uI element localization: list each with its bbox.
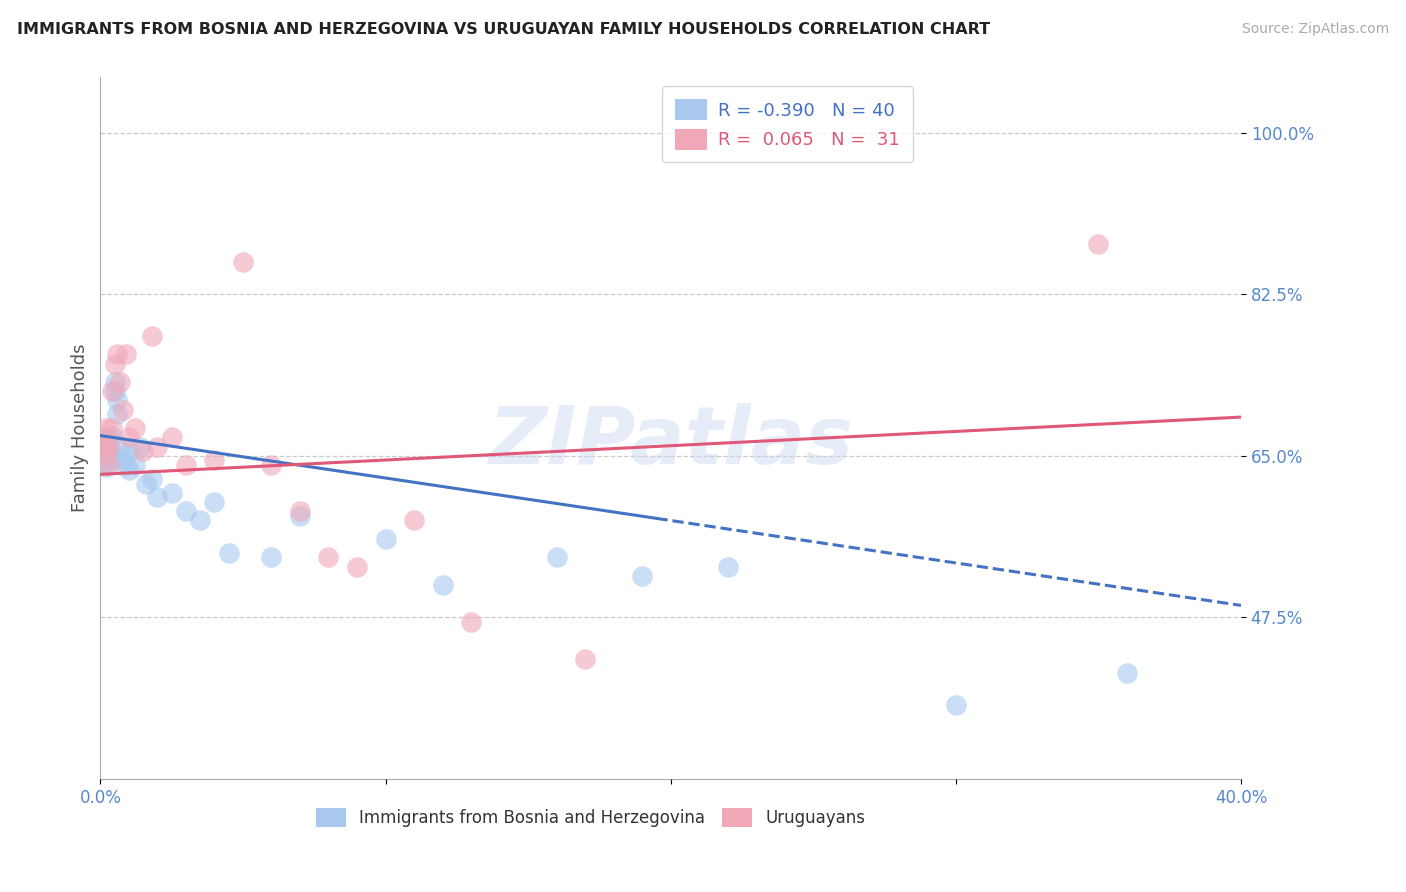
- Point: [146, 440, 169, 454]
- Point: [115, 347, 138, 361]
- Point: [91, 430, 114, 444]
- Point: [174, 458, 197, 472]
- Point: [129, 440, 152, 454]
- Point: [202, 495, 225, 509]
- Point: [94, 449, 117, 463]
- Point: [97, 432, 120, 446]
- Point: [402, 513, 425, 527]
- Point: [94, 459, 117, 474]
- Point: [104, 375, 127, 389]
- Point: [94, 440, 117, 454]
- Point: [160, 430, 183, 444]
- Point: [112, 450, 135, 465]
- Point: [202, 453, 225, 467]
- Y-axis label: Family Households: Family Households: [72, 344, 89, 512]
- Point: [288, 508, 311, 523]
- Point: [432, 578, 454, 592]
- Point: [100, 384, 122, 399]
- Point: [124, 458, 146, 472]
- Point: [91, 444, 114, 458]
- Point: [104, 357, 127, 371]
- Point: [118, 430, 141, 444]
- Point: [1115, 665, 1137, 680]
- Point: [94, 440, 117, 454]
- Point: [346, 559, 368, 574]
- Point: [115, 458, 138, 472]
- Point: [100, 421, 122, 435]
- Point: [218, 546, 240, 560]
- Point: [97, 449, 120, 463]
- Point: [124, 421, 146, 435]
- Point: [260, 458, 283, 472]
- Text: IMMIGRANTS FROM BOSNIA AND HERZEGOVINA VS URUGUAYAN FAMILY HOUSEHOLDS CORRELATIO: IMMIGRANTS FROM BOSNIA AND HERZEGOVINA V…: [17, 22, 990, 37]
- Point: [110, 440, 132, 454]
- Point: [717, 559, 740, 574]
- Point: [104, 384, 127, 399]
- Point: [110, 375, 132, 389]
- Point: [100, 453, 122, 467]
- Point: [100, 428, 122, 442]
- Point: [91, 440, 114, 454]
- Point: [91, 435, 114, 450]
- Point: [94, 421, 117, 435]
- Point: [118, 444, 141, 458]
- Point: [288, 504, 311, 518]
- Point: [460, 615, 482, 629]
- Point: [188, 513, 211, 527]
- Point: [546, 550, 568, 565]
- Point: [97, 458, 120, 472]
- Point: [174, 504, 197, 518]
- Point: [135, 476, 157, 491]
- Text: Source: ZipAtlas.com: Source: ZipAtlas.com: [1241, 22, 1389, 37]
- Point: [107, 393, 129, 408]
- Point: [97, 440, 120, 454]
- Point: [1087, 236, 1109, 251]
- Point: [146, 491, 169, 505]
- Point: [132, 444, 155, 458]
- Point: [107, 407, 129, 421]
- Point: [112, 402, 135, 417]
- Point: [94, 430, 117, 444]
- Point: [97, 440, 120, 454]
- Point: [232, 255, 254, 269]
- Point: [631, 569, 654, 583]
- Point: [141, 472, 163, 486]
- Text: ZIPatlas: ZIPatlas: [488, 403, 853, 481]
- Point: [260, 550, 283, 565]
- Point: [945, 698, 967, 712]
- Point: [160, 485, 183, 500]
- Legend: Immigrants from Bosnia and Herzegovina, Uruguayans: Immigrants from Bosnia and Herzegovina, …: [309, 801, 872, 834]
- Point: [107, 347, 129, 361]
- Point: [94, 450, 117, 465]
- Point: [141, 329, 163, 343]
- Point: [574, 652, 596, 666]
- Point: [374, 532, 396, 546]
- Point: [91, 458, 114, 472]
- Point: [318, 550, 340, 565]
- Point: [118, 463, 141, 477]
